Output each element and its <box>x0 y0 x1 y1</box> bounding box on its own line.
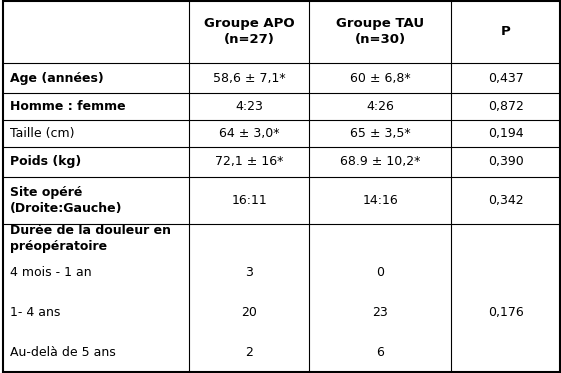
Text: 0,342: 0,342 <box>488 194 523 207</box>
Text: 60 ± 6,8*: 60 ± 6,8* <box>350 72 411 85</box>
Text: 58,6 ± 7,1*: 58,6 ± 7,1* <box>213 72 286 85</box>
Text: 4 mois - 1 an: 4 mois - 1 an <box>10 266 91 279</box>
Text: Groupe TAU
(n=30): Groupe TAU (n=30) <box>336 18 424 47</box>
Text: Site opéré
(Droite:Gauche): Site opéré (Droite:Gauche) <box>10 186 122 215</box>
Text: 0,437: 0,437 <box>488 72 523 85</box>
Text: 0,194: 0,194 <box>488 127 523 140</box>
Text: 23: 23 <box>373 306 388 319</box>
Text: Groupe APO
(n=27): Groupe APO (n=27) <box>204 18 295 47</box>
Text: 72,1 ± 16*: 72,1 ± 16* <box>215 156 283 169</box>
Text: 4:26: 4:26 <box>366 100 394 113</box>
Text: Homme : femme: Homme : femme <box>10 100 125 113</box>
Text: 1- 4 ans: 1- 4 ans <box>10 306 60 319</box>
Text: Poids (kg): Poids (kg) <box>10 156 81 169</box>
Text: 6: 6 <box>376 346 384 359</box>
Text: 3: 3 <box>245 266 253 279</box>
Text: 0: 0 <box>376 266 384 279</box>
Text: 64 ± 3,0*: 64 ± 3,0* <box>219 127 279 140</box>
Text: 14:16: 14:16 <box>362 194 398 207</box>
Text: 65 ± 3,5*: 65 ± 3,5* <box>350 127 411 140</box>
Text: Durée de la douleur en
préopératoire: Durée de la douleur en préopératoire <box>10 225 171 253</box>
Text: 16:11: 16:11 <box>232 194 267 207</box>
Text: P: P <box>500 25 511 38</box>
Text: 68.9 ± 10,2*: 68.9 ± 10,2* <box>340 156 420 169</box>
Text: Taille (cm): Taille (cm) <box>10 127 74 140</box>
Text: 20: 20 <box>241 306 257 319</box>
Text: 0,176: 0,176 <box>488 306 523 319</box>
Text: 4:23: 4:23 <box>236 100 263 113</box>
Text: Au-delà de 5 ans: Au-delà de 5 ans <box>10 346 116 359</box>
Text: 2: 2 <box>245 346 253 359</box>
Text: Age (années): Age (années) <box>10 72 103 85</box>
Text: 0,872: 0,872 <box>488 100 523 113</box>
Text: 0,390: 0,390 <box>488 156 523 169</box>
